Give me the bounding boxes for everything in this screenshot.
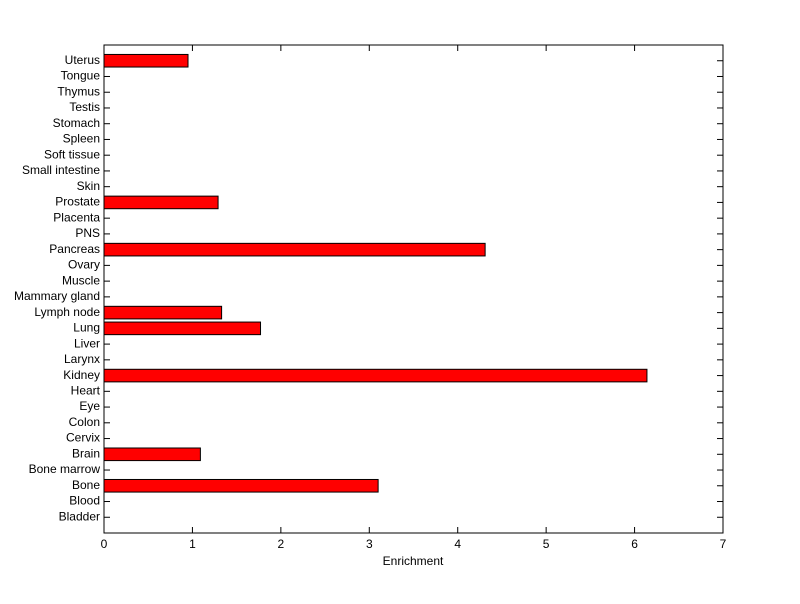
bar (103, 447, 201, 462)
y-tick-label: Lymph node (34, 305, 100, 319)
y-tick-label: Thymus (57, 84, 100, 98)
y-tick-label: Heart (71, 383, 101, 397)
y-tick-label: Skin (77, 179, 100, 193)
y-tick-label: PNS (75, 226, 100, 240)
y-tick-label: Pancreas (49, 242, 100, 256)
y-tick-label: Brain (72, 446, 100, 460)
y-tick-label: Kidney (63, 368, 100, 382)
bar (103, 368, 648, 383)
y-tick-label: Small intestine (22, 163, 100, 177)
y-tick-label: Mammary gland (14, 289, 100, 303)
y-tick-label: Soft tissue (44, 147, 100, 161)
x-tick-label: 2 (278, 537, 285, 551)
x-tick-label: 1 (189, 537, 196, 551)
y-tick-label: Tongue (61, 69, 101, 83)
bar (103, 242, 486, 257)
bar (103, 478, 379, 493)
bar (103, 53, 189, 68)
y-tick-label: Ovary (68, 258, 100, 272)
y-tick-label: Bone (72, 478, 100, 492)
x-tick-label: 5 (543, 537, 550, 551)
y-tick-label: Bone marrow (29, 462, 101, 476)
x-tick-label: 0 (101, 537, 108, 551)
bar (103, 305, 223, 320)
x-tick-label: 4 (454, 537, 461, 551)
bar (103, 195, 219, 210)
x-tick-label: 3 (366, 537, 373, 551)
y-tick-label: Blood (69, 494, 100, 508)
y-tick-label: Muscle (62, 273, 100, 287)
y-tick-label: Spleen (63, 132, 100, 146)
y-tick-label: Cervix (66, 431, 100, 445)
y-tick-label: Lung (73, 321, 100, 335)
bar (103, 321, 262, 336)
y-tick-label: Placenta (53, 210, 100, 224)
y-tick-label: Eye (79, 399, 100, 413)
y-tick-label: Testis (69, 100, 100, 114)
y-tick-label: Liver (74, 336, 100, 350)
y-tick-label: Prostate (55, 195, 100, 209)
y-tick-label: Larynx (64, 352, 100, 366)
y-tick-label: Colon (69, 415, 100, 429)
x-tick-label: 6 (631, 537, 638, 551)
y-tick-label: Uterus (65, 53, 100, 67)
y-tick-label: Bladder (59, 509, 100, 523)
plot-frame (103, 44, 724, 534)
x-axis-label: Enrichment (383, 554, 444, 568)
y-tick-label: Stomach (53, 116, 100, 130)
x-tick-label: 7 (720, 537, 727, 551)
